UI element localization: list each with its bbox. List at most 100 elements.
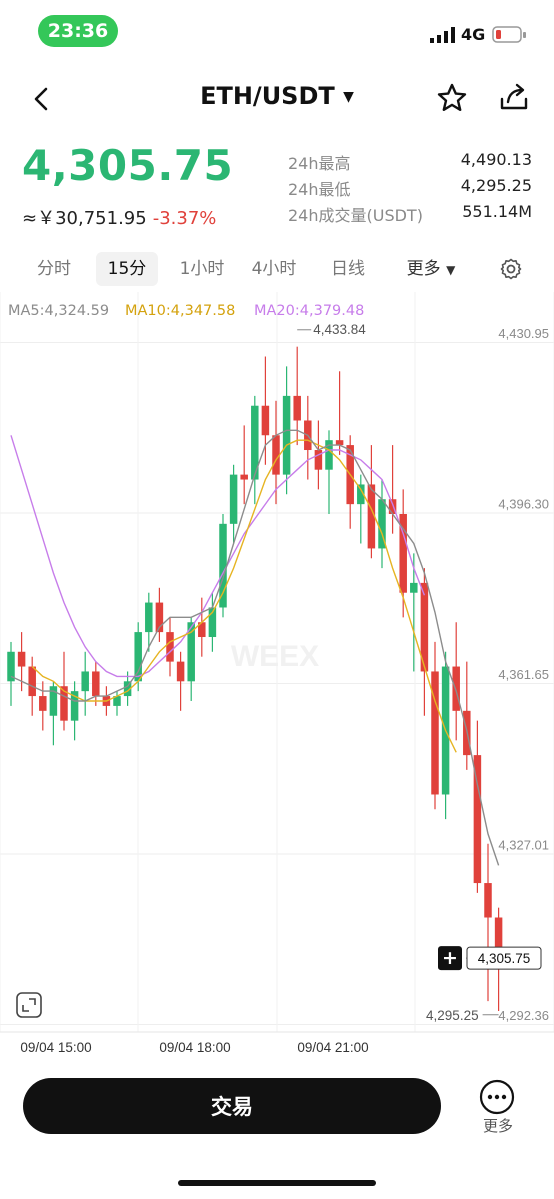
x-tick-label: 09/04 18:00: [159, 1040, 230, 1055]
favorite-star-icon[interactable]: [436, 82, 468, 118]
candle-body: [431, 671, 439, 795]
home-indicator: [178, 1180, 376, 1186]
candle-body: [28, 666, 36, 697]
candle-body: [399, 513, 407, 593]
pair-selector[interactable]: ETH/USDT ▼: [0, 82, 554, 110]
interval-tabs: 分时 15分 1小时 4小时 日线 更多 ▼: [0, 252, 554, 288]
ma5-line: [10, 429, 500, 866]
tab-more-label: 更多: [406, 259, 441, 279]
candle-body: [335, 440, 344, 446]
chart-watermark: WEEX: [231, 640, 319, 673]
candle-body: [166, 632, 174, 662]
chart-markers: 4,433.84 4,295.25 + 4,305.75: [297, 322, 542, 1023]
candle-body: [325, 440, 333, 470]
y-tick-label: 4,292.36: [498, 1008, 549, 1023]
candle-body: [240, 474, 248, 480]
candle-body: [452, 666, 460, 711]
candle-body: [208, 607, 217, 638]
tab-timeline[interactable]: 分时: [37, 259, 71, 279]
candle-body: [176, 661, 185, 682]
x-tick-label: 09/04 21:00: [297, 1040, 368, 1055]
candle-body: [388, 499, 397, 514]
candle-body: [494, 917, 503, 959]
share-icon[interactable]: [498, 82, 530, 118]
candle-body: [70, 691, 79, 721]
candlestick-chart[interactable]: WEEX 4,430.95 4,396.30 4,361.65 4,327.01 4,2…: [0, 292, 554, 1064]
tab-1h[interactable]: 1小时: [179, 259, 225, 279]
candle-body: [229, 474, 238, 524]
y-axis-ticks: 4,430.95 4,396.30 4,361.65 4,327.01 4,292.36: [498, 326, 549, 1023]
candle-body: [410, 582, 418, 593]
candle-body: [219, 523, 227, 608]
more-label[interactable]: 更多: [482, 1117, 513, 1135]
y-tick-label: 4,396.30: [498, 497, 549, 512]
ma5-legend: MA5:4,324.59: [8, 303, 110, 319]
crosshair-button: [438, 946, 462, 971]
y-tick-label: 4,327.01: [498, 837, 549, 852]
candle-body: [113, 696, 121, 706]
candle-body: [272, 435, 280, 475]
candle-body: [155, 602, 164, 633]
x-axis-ticks: 09/04 15:00 09/04 18:00 09/04 21:00: [20, 1040, 368, 1055]
candle-body: [314, 450, 323, 470]
y-tick-label: 4,361.65: [498, 667, 549, 682]
high-label: 4,433.84: [313, 322, 366, 337]
battery-icon: [492, 25, 528, 49]
candle-body: [134, 632, 142, 682]
tab-4h[interactable]: 4小时: [251, 259, 297, 279]
stat-high-value: 4,490.13: [460, 150, 532, 169]
caret-down-icon: ▼: [343, 89, 354, 105]
price-change-percent: -3.37%: [152, 208, 217, 229]
stat-low-label: 24h最低: [288, 180, 351, 199]
candle-body: [39, 696, 47, 711]
tab-more[interactable]: 更多 ▼: [396, 252, 466, 286]
fullscreen-icon[interactable]: [16, 992, 42, 1022]
candle-body: [367, 484, 376, 549]
fiat-price: ≈￥30,751.95: [22, 208, 147, 229]
candle-body: [7, 651, 15, 682]
candle-body: [17, 651, 26, 667]
candle-body: [293, 395, 301, 421]
ma10-legend: MA10:4,347.58: [125, 303, 236, 319]
candle-body: [60, 686, 68, 721]
stat-volume-value: 551.14M: [462, 202, 532, 221]
candle-body: [123, 681, 132, 697]
ma20-line: [10, 435, 426, 678]
pair-title: ETH/USDT: [200, 82, 335, 110]
trade-button[interactable]: 交易: [23, 1078, 441, 1134]
tab-15m[interactable]: 15分: [96, 252, 158, 286]
candle-body: [81, 671, 89, 692]
candle-body: [473, 755, 482, 884]
network-type: 4G: [461, 25, 486, 44]
candle-body: [92, 671, 100, 697]
candle-body: [420, 582, 429, 672]
back-icon[interactable]: [28, 84, 54, 118]
plus-icon: +: [442, 947, 458, 969]
ma20-legend: MA20:4,379.48: [254, 303, 365, 319]
chart-grid: [0, 292, 554, 1033]
last-price-tag: [466, 946, 542, 970]
candle-body: [145, 602, 153, 633]
chart-settings-icon[interactable]: [494, 252, 528, 286]
candle-body: [357, 484, 365, 505]
tab-daily[interactable]: 日线: [331, 259, 365, 279]
caret-down-icon: ▼: [446, 263, 456, 277]
candle-body: [484, 883, 492, 918]
candle-body: [187, 622, 195, 682]
last-price-tag-text: 4,305.75: [478, 951, 531, 966]
candle-body: [49, 686, 58, 716]
low-label: 4,295.25: [426, 1008, 479, 1023]
signal-icon: [430, 27, 456, 47]
stat-high-label: 24h最高: [288, 154, 351, 173]
candle-body: [198, 622, 206, 638]
fiat-price-line: ≈￥30,751.95 -3.37%: [22, 204, 216, 230]
ma10-line: [31, 439, 457, 753]
last-price: 4,305.75: [22, 141, 234, 190]
stat-volume-label: 24h成交量(USDT): [288, 206, 423, 225]
candle-body: [251, 405, 259, 480]
candle-body: [261, 405, 270, 436]
more-icon[interactable]: [479, 1079, 515, 1115]
candle-body: [282, 395, 291, 475]
x-tick-label: 09/04 15:00: [20, 1040, 91, 1055]
candle-body: [378, 499, 386, 549]
